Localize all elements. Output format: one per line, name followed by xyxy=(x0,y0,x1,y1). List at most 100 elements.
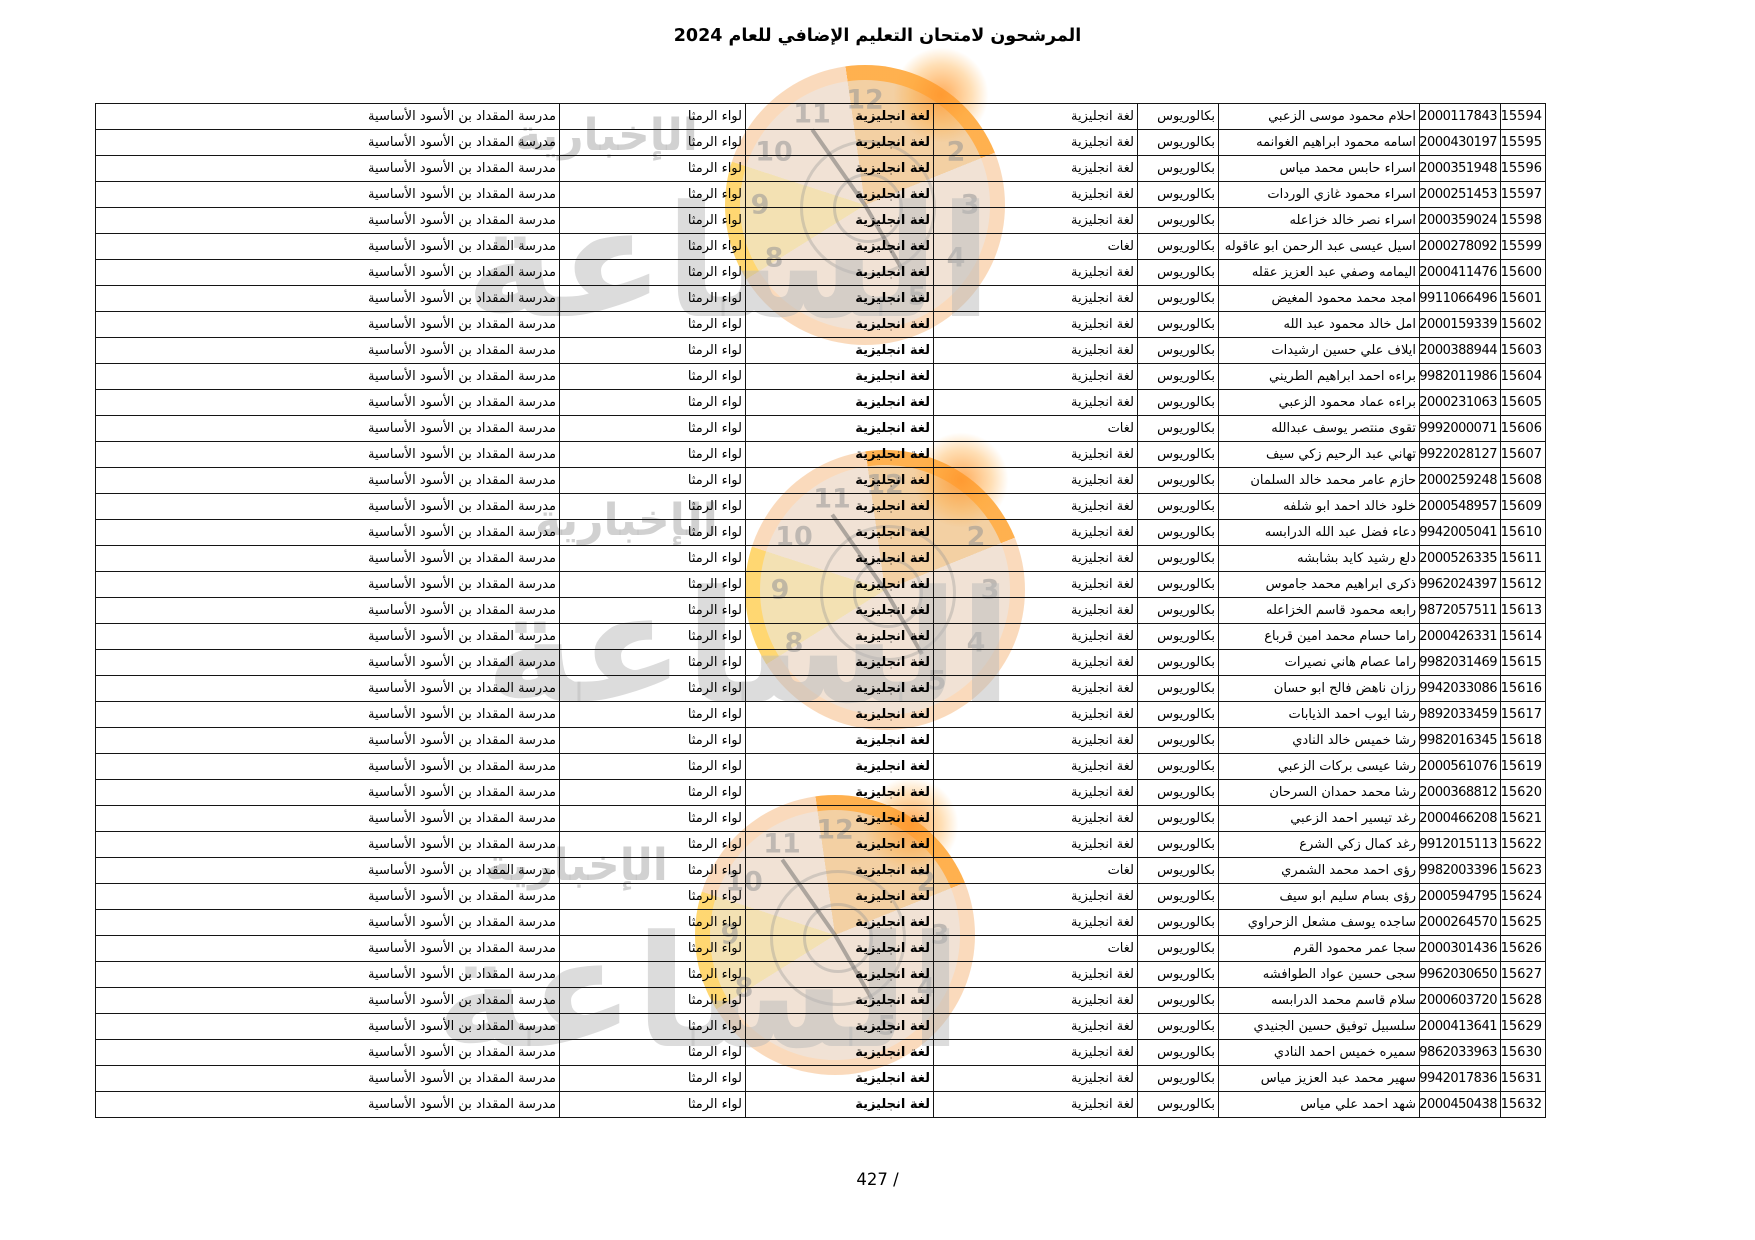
cell-candidate-name: براءه عماد محمود الزعبي xyxy=(1218,389,1420,416)
cell-national-id: 2000466208 xyxy=(1419,805,1501,832)
table-row: 15606 9992000071 تقوى منتصر يوسف عبدالله… xyxy=(95,415,1546,442)
table-row: 15625 2000264570 ساجده يوسف مشعل الزحراو… xyxy=(95,909,1546,936)
cell-district: لواء الرمثا xyxy=(559,129,746,156)
cell-school: مدرسة المقداد بن الأسود الأساسية xyxy=(95,467,560,494)
cell-specialization: لغات xyxy=(933,415,1138,442)
cell-serial-number: 15602 xyxy=(1500,311,1546,338)
cell-degree: بكالوريوس xyxy=(1137,961,1219,988)
cell-degree: بكالوريوس xyxy=(1137,623,1219,650)
cell-specialization: لغة انجليزية xyxy=(933,1013,1138,1040)
cell-degree: بكالوريوس xyxy=(1137,181,1219,208)
cell-school: مدرسة المقداد بن الأسود الأساسية xyxy=(95,857,560,884)
cell-exam-subject: لغة انجليزية xyxy=(745,155,934,182)
cell-exam-subject: لغة انجليزية xyxy=(745,883,934,910)
cell-candidate-name: اسامه محمود ابراهيم الغوانمه xyxy=(1218,129,1420,156)
cell-serial-number: 15622 xyxy=(1500,831,1546,858)
table-row: 15609 2000548957 خلود خالد احمد ابو شلفه… xyxy=(95,493,1546,520)
cell-specialization: لغة انجليزية xyxy=(933,649,1138,676)
cell-school: مدرسة المقداد بن الأسود الأساسية xyxy=(95,337,560,364)
table-row: 15597 2000251453 اسراء محمود غازي الوردا… xyxy=(95,181,1546,208)
cell-serial-number: 15607 xyxy=(1500,441,1546,468)
cell-national-id: 2000359024 xyxy=(1419,207,1501,234)
cell-specialization: لغات xyxy=(933,233,1138,260)
cell-district: لواء الرمثا xyxy=(559,701,746,728)
cell-degree: بكالوريوس xyxy=(1137,753,1219,780)
cell-exam-subject: لغة انجليزية xyxy=(745,1091,934,1118)
cell-serial-number: 15623 xyxy=(1500,857,1546,884)
cell-degree: بكالوريوس xyxy=(1137,883,1219,910)
cell-serial-number: 15599 xyxy=(1500,233,1546,260)
cell-district: لواء الرمثا xyxy=(559,441,746,468)
cell-specialization: لغة انجليزية xyxy=(933,1065,1138,1092)
cell-district: لواء الرمثا xyxy=(559,805,746,832)
cell-serial-number: 15596 xyxy=(1500,155,1546,182)
table-row: 15628 2000603720 سلام قاسم محمد الدرابسه… xyxy=(95,987,1546,1014)
cell-specialization: لغة انجليزية xyxy=(933,675,1138,702)
cell-specialization: لغة انجليزية xyxy=(933,467,1138,494)
cell-candidate-name: اليمامه وصفي عبد العزيز عقله xyxy=(1218,259,1420,286)
cell-exam-subject: لغة انجليزية xyxy=(745,493,934,520)
cell-exam-subject: لغة انجليزية xyxy=(745,779,934,806)
cell-candidate-name: رغد كمال زكي الشرع xyxy=(1218,831,1420,858)
cell-national-id: 2000231063 xyxy=(1419,389,1501,416)
cell-candidate-name: دلع رشيد كايد بشابشه xyxy=(1218,545,1420,572)
cell-school: مدرسة المقداد بن الأسود الأساسية xyxy=(95,103,560,130)
cell-specialization: لغة انجليزية xyxy=(933,545,1138,572)
cell-degree: بكالوريوس xyxy=(1137,415,1219,442)
cell-district: لواء الرمثا xyxy=(559,103,746,130)
table-row: 15632 2000450438 شهد احمد علي مياس بكالو… xyxy=(95,1091,1546,1118)
table-row: 15602 2000159339 امل خالد محمود عبد الله… xyxy=(95,311,1546,338)
cell-school: مدرسة المقداد بن الأسود الأساسية xyxy=(95,1013,560,1040)
table-row: 15623 9982003396 رؤى احمد محمد الشمري بك… xyxy=(95,857,1546,884)
cell-national-id: 2000388944 xyxy=(1419,337,1501,364)
cell-school: مدرسة المقداد بن الأسود الأساسية xyxy=(95,545,560,572)
cell-exam-subject: لغة انجليزية xyxy=(745,623,934,650)
table-row: 15631 9942017836 سهير محمد عبد العزيز مي… xyxy=(95,1065,1546,1092)
cell-school: مدرسة المقداد بن الأسود الأساسية xyxy=(95,1065,560,1092)
cell-specialization: لغة انجليزية xyxy=(933,389,1138,416)
cell-serial-number: 15630 xyxy=(1500,1039,1546,1066)
cell-school: مدرسة المقداد بن الأسود الأساسية xyxy=(95,285,560,312)
cell-national-id: 9982016345 xyxy=(1419,727,1501,754)
table-row: 15603 2000388944 ايلاف علي حسين ارشيدات … xyxy=(95,337,1546,364)
cell-candidate-name: احلام محمود موسى الزعبي xyxy=(1218,103,1420,130)
cell-serial-number: 15597 xyxy=(1500,181,1546,208)
cell-degree: بكالوريوس xyxy=(1137,675,1219,702)
cell-school: مدرسة المقداد بن الأسود الأساسية xyxy=(95,233,560,260)
cell-exam-subject: لغة انجليزية xyxy=(745,129,934,156)
cell-school: مدرسة المقداد بن الأسود الأساسية xyxy=(95,155,560,182)
cell-district: لواء الرمثا xyxy=(559,935,746,962)
cell-candidate-name: رغد تيسير احمد الزعبي xyxy=(1218,805,1420,832)
table-row: 15629 2000413641 سلسبيل توفيق حسين الجني… xyxy=(95,1013,1546,1040)
table-row: 15610 9942005041 دعاء فضل عبد الله الدرا… xyxy=(95,519,1546,546)
cell-specialization: لغة انجليزية xyxy=(933,597,1138,624)
cell-national-id: 9982003396 xyxy=(1419,857,1501,884)
cell-degree: بكالوريوس xyxy=(1137,233,1219,260)
cell-exam-subject: لغة انجليزية xyxy=(745,415,934,442)
cell-specialization: لغة انجليزية xyxy=(933,883,1138,910)
cell-national-id: 9912015113 xyxy=(1419,831,1501,858)
cell-specialization: لغة انجليزية xyxy=(933,441,1138,468)
cell-candidate-name: رؤى بسام سليم ابو سيف xyxy=(1218,883,1420,910)
cell-national-id: 2000561076 xyxy=(1419,753,1501,780)
table-row: 15624 2000594795 رؤى بسام سليم ابو سيف ب… xyxy=(95,883,1546,910)
cell-candidate-name: سهير محمد عبد العزيز مياس xyxy=(1218,1065,1420,1092)
cell-national-id: 2000368812 xyxy=(1419,779,1501,806)
cell-school: مدرسة المقداد بن الأسود الأساسية xyxy=(95,389,560,416)
cell-school: مدرسة المقداد بن الأسود الأساسية xyxy=(95,727,560,754)
cell-specialization: لغة انجليزية xyxy=(933,623,1138,650)
cell-serial-number: 15624 xyxy=(1500,883,1546,910)
cell-exam-subject: لغة انجليزية xyxy=(745,909,934,936)
cell-candidate-name: رشا ايوب احمد الذيابات xyxy=(1218,701,1420,728)
cell-degree: بكالوريوس xyxy=(1137,285,1219,312)
cell-serial-number: 15595 xyxy=(1500,129,1546,156)
cell-degree: بكالوريوس xyxy=(1137,259,1219,286)
cell-exam-subject: لغة انجليزية xyxy=(745,181,934,208)
cell-district: لواء الرمثا xyxy=(559,233,746,260)
cell-exam-subject: لغة انجليزية xyxy=(745,727,934,754)
cell-candidate-name: راما حسام محمد امين قرباع xyxy=(1218,623,1420,650)
cell-national-id: 2000411476 xyxy=(1419,259,1501,286)
cell-school: مدرسة المقداد بن الأسود الأساسية xyxy=(95,701,560,728)
cell-serial-number: 15604 xyxy=(1500,363,1546,390)
cell-district: لواء الرمثا xyxy=(559,363,746,390)
